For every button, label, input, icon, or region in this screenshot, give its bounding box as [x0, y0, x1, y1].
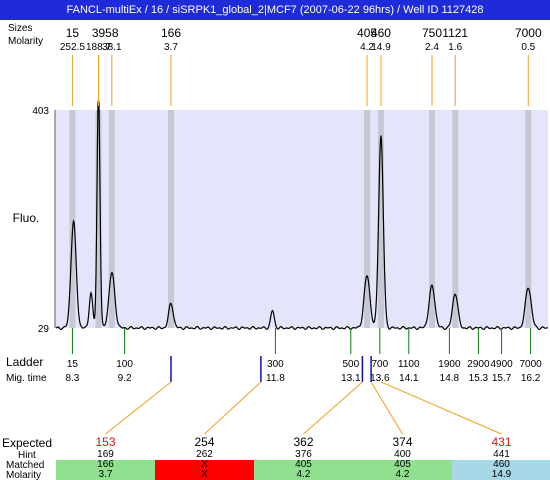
mig-time-row-label: Mig. time — [6, 373, 47, 384]
ladder-mig-time-8: 15.7 — [492, 373, 512, 384]
ladder-mig-time-6: 14.8 — [440, 373, 460, 384]
peak-band-8 — [525, 110, 532, 328]
ladder-size-2: 300 — [267, 359, 284, 370]
peak-size-4: 405 — [357, 26, 377, 40]
peak-molarity-1: 188.7 — [86, 42, 111, 53]
matched-molarity-1: X — [201, 469, 208, 480]
hint-row-label: Hint — [18, 450, 36, 461]
hint-value-3: 400 — [394, 449, 411, 460]
matched-value-4: 460 — [493, 459, 510, 470]
peak-band-5 — [377, 110, 384, 328]
plot-background — [55, 110, 548, 328]
expected-value-3: 374 — [392, 435, 412, 449]
ladder-size-9: 7000 — [519, 359, 542, 370]
ladder-size-5: 1100 — [398, 359, 420, 370]
ladder-size-0: 15 — [67, 359, 79, 370]
ladder-size-3: 500 — [342, 359, 359, 370]
peak-band-2 — [108, 110, 115, 328]
row-labels: Sizes Molarity Ladder Mig. time ExpectedHint… — [2, 23, 52, 480]
peak-band-3 — [168, 110, 174, 328]
hint-value-2: 376 — [295, 449, 312, 460]
matched-value-1: X — [201, 459, 208, 470]
matched-value-3: 405 — [394, 459, 411, 470]
matched-row-label: Matched — [6, 460, 44, 471]
expected-callout-1 — [204, 381, 262, 435]
peak-band-4 — [364, 110, 371, 328]
window-title: FANCL-multiEx / 16 / siSRPK1_global_2|MC… — [0, 0, 550, 20]
peak-molarity-0: 252.5 — [60, 42, 85, 53]
sizes-row-label: Sizes — [8, 23, 32, 34]
y-tick-label-0: 29 — [38, 324, 50, 335]
ladder-size-1: 100 — [116, 359, 133, 370]
matched-value-2: 405 — [295, 459, 312, 470]
peak-molarity-6: 2.4 — [425, 42, 439, 53]
matched-molarity-4: 14.9 — [492, 469, 512, 480]
peak-molarity-8: 0.5 — [521, 42, 535, 53]
expected-value-1: 254 — [194, 435, 214, 449]
ladder-mig-time-9: 16.2 — [521, 373, 541, 384]
hint-value-0: 169 — [97, 449, 114, 460]
ladder-size-6: 1900 — [438, 359, 461, 370]
ladder-mig-time-1: 9.2 — [118, 373, 132, 384]
peak-molarity-7: 1.6 — [448, 42, 462, 53]
matched-cell-4 — [452, 460, 550, 480]
ladder-mig-time-4: 13.6 — [370, 373, 390, 384]
expected-callout-0 — [105, 381, 172, 435]
peak-band-7 — [452, 110, 459, 328]
expected-callout-2 — [303, 381, 363, 435]
ladder-size-7: 2900 — [467, 359, 490, 370]
expected-table: 1531691663.7254262XX3623764054.237440040… — [56, 381, 550, 480]
hint-value-4: 441 — [493, 449, 510, 460]
matched-molarity-3: 4.2 — [396, 469, 410, 480]
peak-size-1: 39 — [92, 26, 106, 40]
matched-cell-2 — [254, 460, 353, 480]
ladder-mig-time-5: 14.1 — [399, 373, 419, 384]
ladder-mig-time-3: 13.1 — [341, 373, 361, 384]
ladder-size-8: 4900 — [490, 359, 513, 370]
y-axis-label: Fluo. — [13, 211, 40, 225]
peak-size-7: 1121 — [442, 26, 468, 40]
expected-value-4: 431 — [491, 435, 511, 449]
peak-molarity-2: 38.1 — [102, 42, 122, 53]
peak-size-5: 460 — [371, 26, 391, 40]
hint-value-1: 262 — [196, 449, 213, 460]
peak-size-0: 15 — [66, 26, 80, 40]
peak-molarity-4: 4.2 — [360, 42, 374, 53]
fluorescence-trace — [55, 99, 549, 331]
ladder-mig-time-2: 11.8 — [266, 373, 285, 384]
ladder-row: 15 8.3 100 9.2 300 11.8 500 13.1 700 13.6 1100 14.1… — [65, 328, 542, 384]
matched-molarity-2: 4.2 — [297, 469, 311, 480]
peak-band-1 — [95, 110, 102, 328]
expected-callout-4 — [380, 381, 502, 435]
expected-value-0: 153 — [95, 435, 115, 449]
peak-size-6: 750 — [422, 26, 442, 40]
peak-size-3: 166 — [161, 26, 181, 40]
expected-callout-3 — [370, 381, 403, 435]
matched-value-0: 166 — [97, 459, 114, 470]
plot-area: 29 403 Fluo. — [13, 99, 549, 335]
ladder-row-label: Ladder — [6, 355, 43, 369]
molarity-bottom-row-label: Molarity — [6, 470, 41, 480]
peak-size-2: 58 — [105, 26, 119, 40]
molarity-row-label: Molarity — [8, 36, 43, 47]
matched-molarity-0: 3.7 — [99, 469, 113, 480]
matched-cell-0 — [56, 460, 155, 480]
ladder-mig-time-0: 8.3 — [65, 373, 79, 384]
peak-molarity-5: 14.9 — [371, 42, 391, 53]
matched-cell-1 — [155, 460, 254, 480]
matched-cell-3 — [353, 460, 452, 480]
peak-band-6 — [429, 110, 435, 328]
expected-value-2: 362 — [293, 435, 313, 449]
expected-row-label: Expected — [2, 436, 52, 450]
peak-size-row: 15 252.5 39 188.7 58 38.1 166 3.7 405 4.2 460 14.9 7… — [60, 26, 542, 106]
peak-size-8: 7000 — [515, 26, 542, 40]
peak-band-0 — [69, 110, 76, 328]
ladder-mig-time-7: 15.3 — [469, 373, 489, 384]
peak-molarity-3: 3.7 — [164, 42, 178, 53]
ladder-size-4: 700 — [371, 359, 388, 370]
y-tick-label-1: 403 — [32, 106, 49, 117]
